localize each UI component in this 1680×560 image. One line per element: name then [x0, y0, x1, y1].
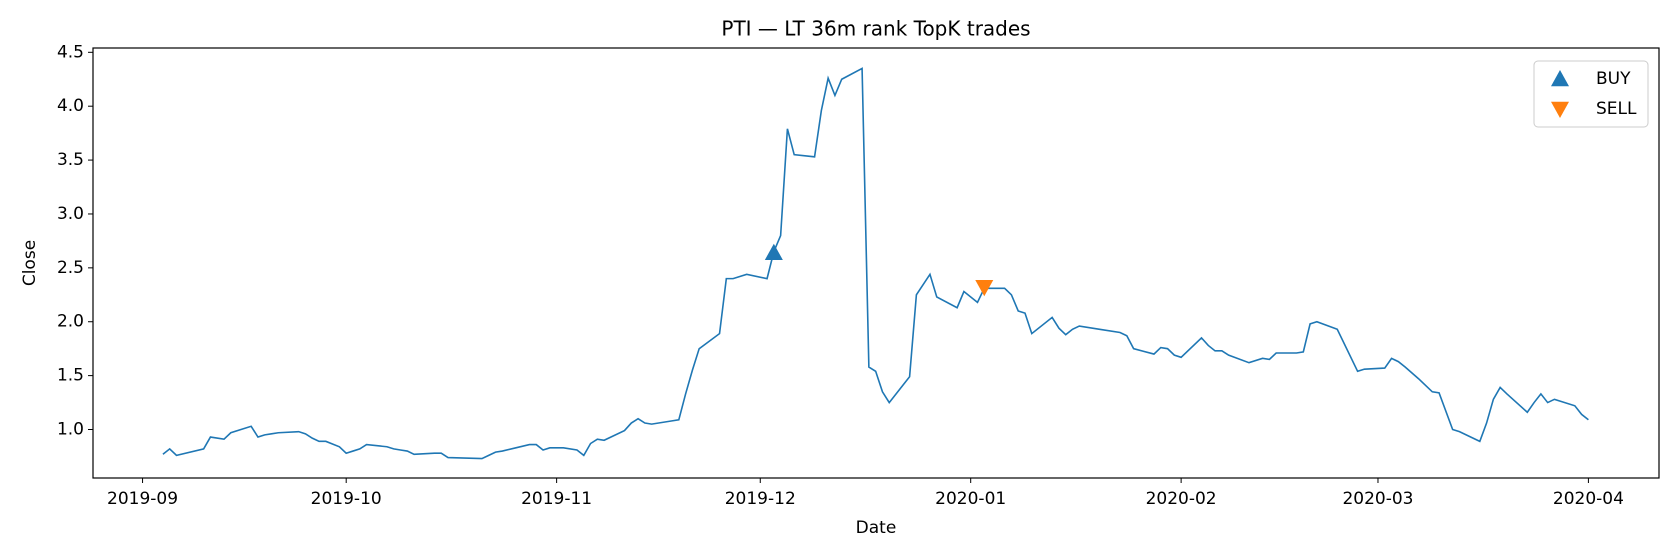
y-axis-label: Close: [20, 240, 40, 286]
close-line: [162, 67, 1589, 460]
chart-title: PTI — LT 36m rank TopK trades: [721, 17, 1030, 41]
y-tick-label: 4.5: [57, 42, 84, 62]
x-tick-label: 2020-01: [935, 489, 1006, 509]
legend-label: SELL: [1596, 99, 1637, 119]
y-tick-label: 2.5: [57, 258, 84, 278]
x-tick-label: 2020-03: [1342, 489, 1413, 509]
x-tick-label: 2019-10: [311, 489, 382, 509]
x-tick-label: 2019-12: [725, 489, 796, 509]
trade-marker: [764, 243, 783, 260]
legend-marker: [1551, 70, 1569, 87]
y-tick-label: 1.0: [57, 420, 84, 440]
axes-frame: [92, 47, 1660, 479]
y-tick-label: 3.5: [57, 150, 84, 170]
y-tick-label: 4.0: [57, 96, 84, 116]
x-tick-label: 2020-02: [1146, 489, 1217, 509]
y-tick-label: 2.0: [57, 312, 84, 332]
x-axis-label: Date: [856, 518, 897, 538]
trade-marker: [975, 280, 994, 297]
x-tick-label: 2020-04: [1553, 489, 1624, 509]
x-tick-label: 2019-09: [107, 489, 178, 509]
y-tick-label: 1.5: [57, 366, 84, 386]
legend-marker: [1551, 101, 1569, 118]
legend-label: BUY: [1596, 69, 1631, 89]
y-tick-label: 3.0: [57, 204, 84, 224]
x-tick-label: 2019-11: [521, 489, 592, 509]
